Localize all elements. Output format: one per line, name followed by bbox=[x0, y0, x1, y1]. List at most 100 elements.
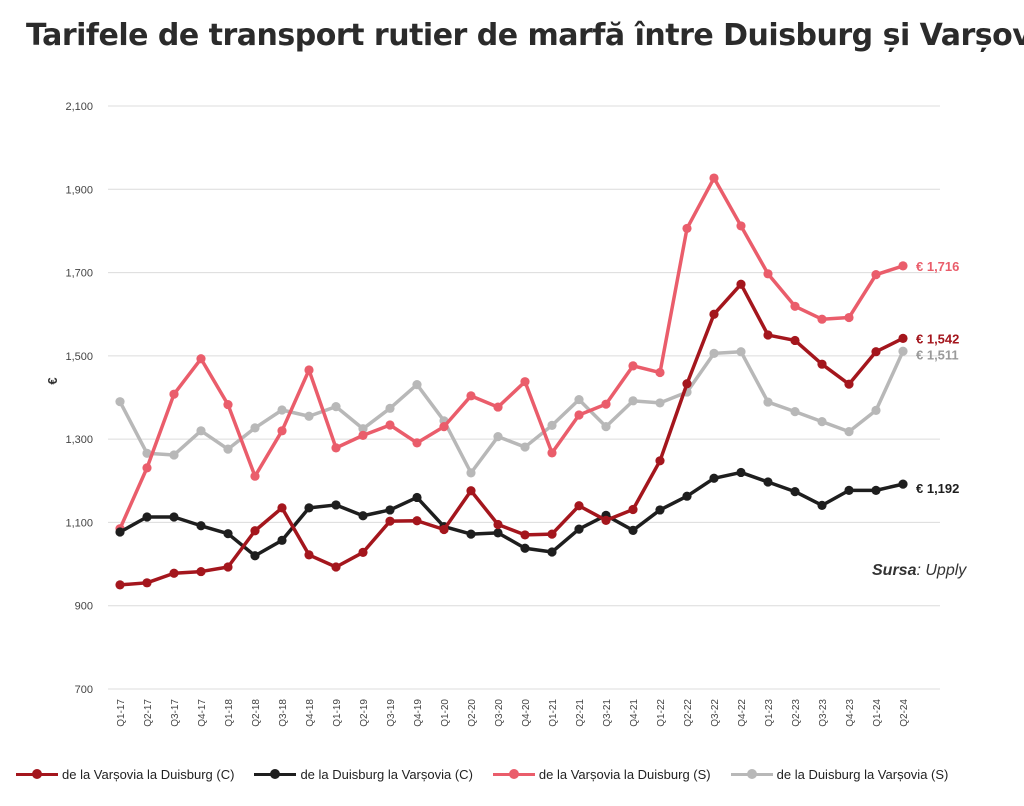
x-tick-label: Q3-23 bbox=[818, 699, 829, 727]
data-point bbox=[115, 580, 125, 590]
data-point bbox=[277, 503, 287, 513]
data-point bbox=[277, 535, 287, 545]
data-point bbox=[331, 500, 341, 510]
data-point bbox=[466, 391, 476, 401]
data-point bbox=[277, 426, 287, 436]
data-point bbox=[466, 468, 476, 478]
data-point bbox=[304, 411, 314, 421]
data-point bbox=[520, 530, 530, 540]
data-point bbox=[304, 365, 314, 375]
y-tick-label: 1,100 bbox=[65, 517, 93, 529]
data-point bbox=[898, 333, 908, 343]
data-point bbox=[439, 422, 449, 432]
data-point bbox=[169, 512, 179, 522]
x-tick-label: Q3-20 bbox=[494, 699, 505, 727]
data-point bbox=[844, 485, 854, 495]
legend-item-s1: de la Varșovia la Duisburg (C) bbox=[16, 767, 234, 782]
data-point bbox=[844, 379, 854, 389]
data-point bbox=[547, 547, 557, 557]
data-point bbox=[790, 301, 800, 311]
y-tick-label: 900 bbox=[75, 601, 93, 613]
x-tick-label: Q1-23 bbox=[764, 699, 775, 727]
x-tick-label: Q3-18 bbox=[278, 699, 289, 727]
data-point bbox=[574, 394, 584, 405]
data-point bbox=[736, 221, 746, 231]
data-point bbox=[196, 521, 206, 531]
data-point bbox=[277, 405, 287, 415]
end-value-label: € 1,716 bbox=[916, 259, 959, 274]
data-point bbox=[763, 330, 773, 340]
x-tick-label: Q1-20 bbox=[440, 699, 451, 727]
data-point bbox=[709, 309, 719, 319]
y-tick-label: 1,300 bbox=[65, 434, 93, 446]
x-axis-ticks: Q1-17 Q2-17 Q3-17 Q4-17 Q1-18 Q2-18 Q3-18 Q4-18… bbox=[116, 699, 910, 727]
legend-item-s2: de la Duisburg la Varșovia (C) bbox=[254, 767, 473, 782]
data-point bbox=[520, 442, 530, 452]
x-tick-label: Q1-22 bbox=[656, 699, 667, 727]
data-point bbox=[250, 471, 260, 481]
data-point bbox=[709, 173, 719, 183]
data-point bbox=[655, 398, 665, 408]
data-point bbox=[520, 377, 530, 387]
legend-item-s3: de la Varșovia la Duisburg (S) bbox=[492, 766, 711, 782]
data-point bbox=[358, 430, 368, 440]
data-point bbox=[871, 405, 881, 416]
legend-label-s3: de la Varșovia la Duisburg (S) bbox=[538, 766, 711, 782]
x-tick-label: Q2-24 bbox=[899, 699, 910, 727]
data-point bbox=[223, 529, 233, 539]
data-point bbox=[655, 505, 665, 515]
source-note: Sursa: Upply bbox=[872, 562, 966, 580]
x-tick-label: Q2-21 bbox=[575, 699, 586, 727]
data-point bbox=[601, 515, 611, 525]
legend-swatch-s3 bbox=[492, 768, 535, 780]
series-1 bbox=[115, 279, 908, 590]
data-point bbox=[898, 479, 908, 489]
data-point bbox=[250, 526, 260, 536]
data-point bbox=[412, 516, 422, 526]
data-point bbox=[331, 443, 341, 453]
data-point bbox=[709, 348, 719, 358]
legend: de la Varșovia la Duisburg (C) de la Dui… bbox=[16, 762, 1016, 786]
legend-swatch-s1 bbox=[16, 768, 58, 780]
data-point bbox=[439, 524, 449, 535]
series-line bbox=[118, 470, 905, 558]
data-point bbox=[250, 551, 260, 561]
data-point bbox=[574, 524, 584, 534]
data-point bbox=[385, 420, 395, 430]
x-tick-label: Q2-20 bbox=[467, 699, 478, 727]
data-point bbox=[844, 427, 854, 437]
series-line bbox=[118, 349, 905, 475]
series-layer bbox=[115, 173, 908, 590]
x-tick-label: Q4-17 bbox=[197, 699, 208, 727]
data-point bbox=[709, 473, 719, 483]
data-point bbox=[655, 367, 665, 378]
y-axis-ticks: 700 900 1,100 1,300 1,500 1,700 1,900 2,100 bbox=[65, 101, 93, 696]
data-point bbox=[871, 485, 881, 495]
data-point bbox=[601, 422, 611, 432]
data-point bbox=[790, 487, 800, 497]
data-point bbox=[385, 516, 395, 526]
legend-item-s4: de la Duisburg la Varșovia (S) bbox=[730, 766, 949, 782]
data-point bbox=[169, 389, 179, 399]
data-point bbox=[304, 503, 314, 513]
data-point bbox=[628, 361, 638, 371]
x-tick-label: Q1-24 bbox=[872, 699, 883, 727]
data-point bbox=[790, 335, 800, 346]
data-point bbox=[358, 424, 368, 434]
chart-title: Tarifele de transport rutier de marfă în… bbox=[26, 18, 1024, 53]
data-point bbox=[628, 525, 638, 535]
end-value-label: € 1,542 bbox=[916, 331, 959, 346]
data-point bbox=[736, 347, 746, 357]
x-tick-label: Q1-18 bbox=[224, 699, 235, 727]
legend-label-s1: de la Varșovia la Duisburg (C) bbox=[62, 766, 235, 782]
data-point bbox=[493, 519, 503, 530]
data-point bbox=[547, 420, 557, 431]
data-point bbox=[358, 547, 368, 558]
legend-label-s4: de la Duisburg la Varșovia (S) bbox=[776, 766, 949, 782]
data-point bbox=[331, 402, 341, 412]
data-point bbox=[115, 397, 125, 407]
data-point bbox=[493, 528, 503, 538]
end-value-label: € 1,192 bbox=[916, 481, 959, 496]
data-point bbox=[817, 359, 827, 369]
data-point bbox=[493, 402, 503, 412]
